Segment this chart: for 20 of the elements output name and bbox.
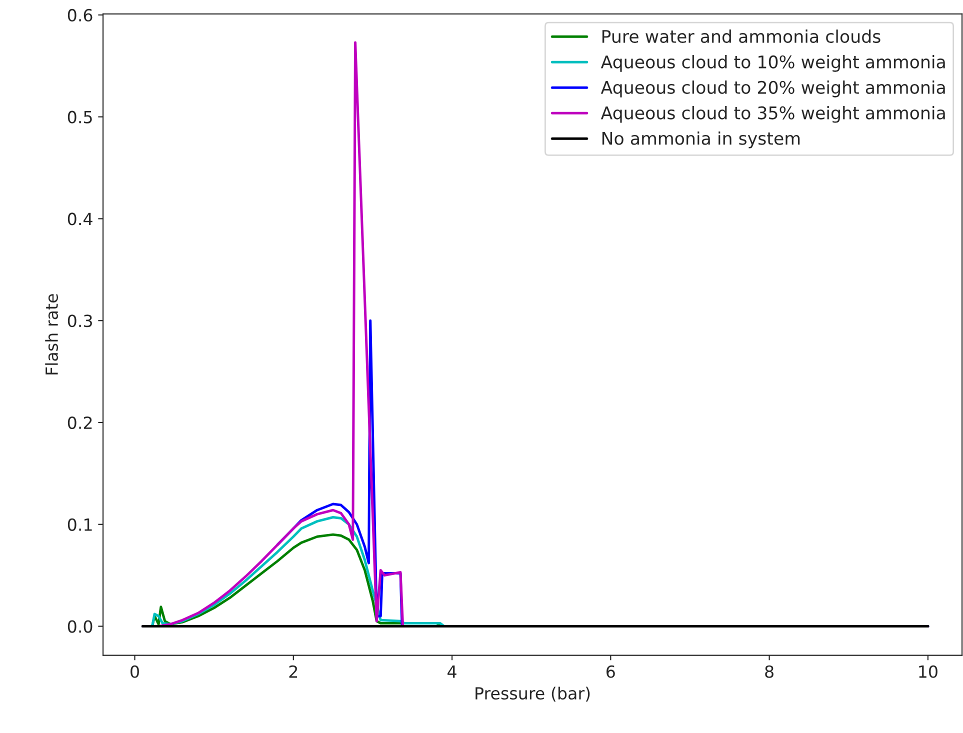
- x-tick-label: 2: [289, 665, 298, 678]
- y-tick-label: 0.6: [68, 8, 92, 22]
- y-axis-title: Flash rate: [45, 294, 58, 374]
- legend-label: No ammonia in system: [602, 131, 800, 148]
- x-tick-label: 8: [765, 665, 774, 678]
- y-tick-label: 0.4: [68, 212, 92, 226]
- y-tick-label: 0.3: [68, 314, 92, 328]
- legend-label: Aqueous cloud to 20% weight ammonia: [600, 80, 945, 98]
- y-tick-label: 0.5: [68, 110, 92, 124]
- y-tick-label: 0.1: [68, 518, 92, 531]
- y-tick-label: 0.2: [68, 416, 92, 430]
- x-axis-title: Pressure (bar): [476, 686, 590, 702]
- x-tick-label: 10: [919, 665, 938, 678]
- legend-label: Aqueous cloud to 10% weight ammonia: [600, 55, 945, 72]
- x-tick-label: 6: [606, 665, 615, 678]
- legend-label: Aqueous cloud to 35% weight ammonia: [600, 106, 945, 123]
- x-tick-label: 0: [130, 665, 139, 678]
- legend-label: Pure water and ammonia clouds: [602, 30, 880, 43]
- x-tick-label: 4: [448, 666, 456, 678]
- y-tick-label: 0.0: [68, 620, 92, 633]
